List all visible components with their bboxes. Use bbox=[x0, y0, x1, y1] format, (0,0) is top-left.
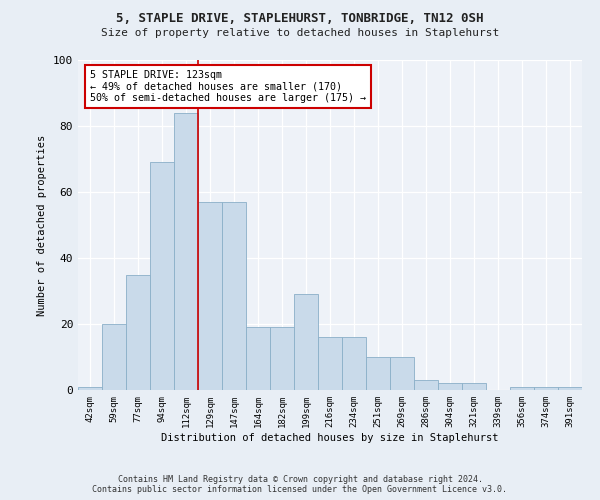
Bar bbox=[102, 324, 126, 390]
Text: Size of property relative to detached houses in Staplehurst: Size of property relative to detached ho… bbox=[101, 28, 499, 38]
Bar bbox=[534, 386, 558, 390]
Bar bbox=[438, 384, 462, 390]
Bar bbox=[78, 386, 102, 390]
Bar bbox=[222, 202, 246, 390]
Bar bbox=[558, 386, 582, 390]
Bar bbox=[174, 113, 198, 390]
Bar bbox=[366, 357, 390, 390]
Bar bbox=[198, 202, 222, 390]
Text: 5, STAPLE DRIVE, STAPLEHURST, TONBRIDGE, TN12 0SH: 5, STAPLE DRIVE, STAPLEHURST, TONBRIDGE,… bbox=[116, 12, 484, 26]
Y-axis label: Number of detached properties: Number of detached properties bbox=[37, 134, 47, 316]
Text: 5 STAPLE DRIVE: 123sqm
← 49% of detached houses are smaller (170)
50% of semi-de: 5 STAPLE DRIVE: 123sqm ← 49% of detached… bbox=[90, 70, 366, 103]
Bar bbox=[270, 328, 294, 390]
Bar bbox=[294, 294, 318, 390]
Bar bbox=[462, 384, 486, 390]
Bar bbox=[150, 162, 174, 390]
Bar bbox=[246, 328, 270, 390]
Bar bbox=[414, 380, 438, 390]
Bar bbox=[510, 386, 534, 390]
X-axis label: Distribution of detached houses by size in Staplehurst: Distribution of detached houses by size … bbox=[161, 432, 499, 442]
Bar bbox=[342, 337, 366, 390]
Bar bbox=[126, 274, 150, 390]
Text: Contains HM Land Registry data © Crown copyright and database right 2024.
Contai: Contains HM Land Registry data © Crown c… bbox=[92, 474, 508, 494]
Bar bbox=[318, 337, 342, 390]
Bar bbox=[390, 357, 414, 390]
